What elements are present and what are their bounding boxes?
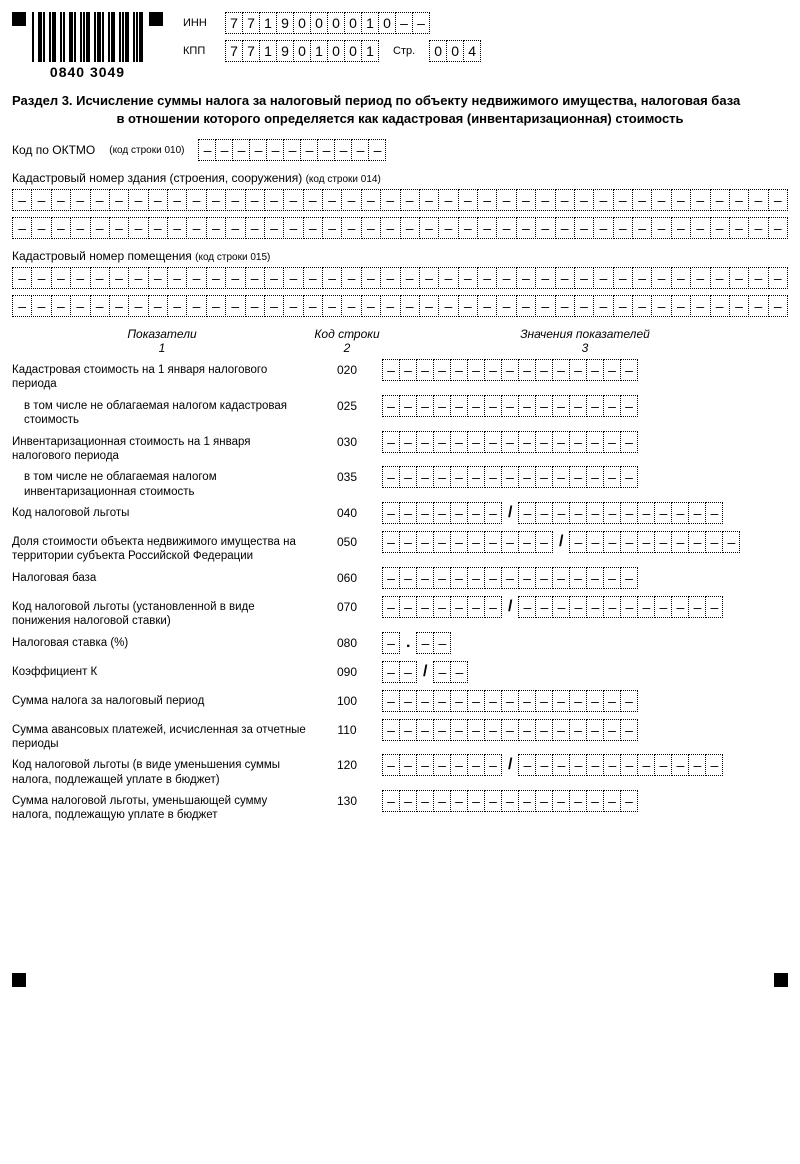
value-cells[interactable]: –.––	[382, 632, 788, 654]
section-title: Раздел 3. Исчисление суммы налога за нал…	[12, 92, 788, 127]
line-code: 110	[312, 719, 382, 737]
oktmo-cells[interactable]: –––––––––––	[198, 139, 386, 161]
rows-container: Кадастровая стоимость на 1 января налого…	[12, 359, 788, 823]
table-row: в том числе не облагаемая налогом кадаст…	[12, 395, 788, 428]
value-cells[interactable]: –––––––/––––––––––––	[382, 754, 788, 776]
kpp-row: КПП 771901001 Стр. 004	[183, 40, 481, 62]
page-cells: 004	[429, 40, 481, 62]
value-cells[interactable]: –––––––––––––––	[382, 359, 788, 381]
table-row: Код налоговой льготы040–––––––/–––––––––…	[12, 502, 788, 528]
marker-square	[774, 973, 788, 987]
oktmo-row: Код по ОКТМО (код строки 010) ––––––––––…	[12, 139, 788, 161]
table-row: Код налоговой льготы (установленной в ви…	[12, 596, 788, 629]
value-cells[interactable]: –––––––––––––––	[382, 466, 788, 488]
line-code: 040	[312, 502, 382, 520]
indicator-label: Коэффициент К	[12, 661, 312, 679]
indicator-label: в том числе не облагаемая налогом инвент…	[12, 466, 312, 499]
table-row: Налоговая база060–––––––––––––––	[12, 567, 788, 593]
indicator-label: Налоговая база	[12, 567, 312, 585]
barcode-number: 0840 3049	[50, 64, 125, 80]
line014-label: Кадастровый номер здания (строения, соор…	[12, 171, 788, 185]
table-row: Налоговая ставка (%)080–.––	[12, 632, 788, 658]
value-cells[interactable]: –––––––––––––––	[382, 567, 788, 589]
line-code: 020	[312, 359, 382, 377]
line-code: 030	[312, 431, 382, 449]
table-row: Доля стоимости объекта недвижимого имуще…	[12, 531, 788, 564]
line-code: 090	[312, 661, 382, 679]
value-cells[interactable]: ––––––––––/––––––––––	[382, 531, 788, 553]
oktmo-label: Код по ОКТМО	[12, 143, 95, 157]
value-cells[interactable]: –––––––––––––––	[382, 395, 788, 417]
footer-markers	[12, 973, 788, 987]
table-row: Коэффициент К090––/––	[12, 661, 788, 687]
line015-cells-2[interactable]: ––––––––––––––––––––––––––––––––––––––––	[12, 295, 788, 317]
line015-cells-1[interactable]: ––––––––––––––––––––––––––––––––––––––––	[12, 267, 788, 289]
line-code: 060	[312, 567, 382, 585]
value-cells[interactable]: ––/––	[382, 661, 788, 683]
indicator-label: Кадастровая стоимость на 1 января налого…	[12, 359, 312, 392]
value-cells[interactable]: –––––––––––––––	[382, 790, 788, 812]
table-row: Инвентаризационная стоимость на 1 января…	[12, 431, 788, 464]
indicator-label: Код налоговой льготы	[12, 502, 312, 520]
marker-square	[149, 12, 163, 26]
indicator-label: Инвентаризационная стоимость на 1 января…	[12, 431, 312, 464]
indicator-label: Налоговая ставка (%)	[12, 632, 312, 650]
barcode: 0840 3049	[32, 12, 143, 80]
table-row: Сумма налоговой льготы, уменьшающей сумм…	[12, 790, 788, 823]
kpp-cells: 771901001	[225, 40, 379, 62]
indicator-label: Сумма авансовых платежей, исчисленная за…	[12, 719, 312, 752]
line-code: 070	[312, 596, 382, 614]
indicator-label: Код налоговой льготы (в виде уменьшения …	[12, 754, 312, 787]
table-row: Код налоговой льготы (в виде уменьшения …	[12, 754, 788, 787]
value-cells[interactable]: –––––––––––––––	[382, 690, 788, 712]
indicator-label: Код налоговой льготы (установленной в ви…	[12, 596, 312, 629]
inn-cells: 7719000010––	[225, 12, 430, 34]
oktmo-hint: (код строки 010)	[109, 145, 184, 156]
line-code: 130	[312, 790, 382, 808]
marker-square	[12, 973, 26, 987]
table-row: Сумма авансовых платежей, исчисленная за…	[12, 719, 788, 752]
line-code: 035	[312, 466, 382, 484]
marker-square	[12, 12, 26, 26]
inn-label: ИНН	[183, 17, 215, 29]
indicator-label: Сумма налоговой льготы, уменьшающей сумм…	[12, 790, 312, 823]
table-row: в том числе не облагаемая налогом инвент…	[12, 466, 788, 499]
line-code: 050	[312, 531, 382, 549]
indicator-label: Доля стоимости объекта недвижимого имуще…	[12, 531, 312, 564]
line015-label: Кадастровый номер помещения (код строки …	[12, 249, 788, 263]
line-code: 120	[312, 754, 382, 772]
line014-cells-1[interactable]: ––––––––––––––––––––––––––––––––––––––––	[12, 189, 788, 211]
line014-cells-2[interactable]: ––––––––––––––––––––––––––––––––––––––––	[12, 217, 788, 239]
line-code: 080	[312, 632, 382, 650]
table-num-header: 1 2 3	[12, 341, 788, 355]
value-cells[interactable]: –––––––/––––––––––––	[382, 596, 788, 618]
page-label: Стр.	[393, 45, 415, 57]
table-row: Сумма налога за налоговый период100–––––…	[12, 690, 788, 716]
table-header: Показатели Код строки Значения показател…	[12, 327, 788, 341]
value-cells[interactable]: –––––––––––––––	[382, 431, 788, 453]
barcode-block: 0840 3049	[12, 12, 163, 80]
indicator-label: в том числе не облагаемая налогом кадаст…	[12, 395, 312, 428]
indicator-label: Сумма налога за налоговый период	[12, 690, 312, 708]
form-header: 0840 3049 ИНН 7719000010–– КПП 771901001…	[12, 12, 788, 80]
line-code: 100	[312, 690, 382, 708]
value-cells[interactable]: –––––––––––––––	[382, 719, 788, 741]
inn-row: ИНН 7719000010––	[183, 12, 481, 34]
value-cells[interactable]: –––––––/––––––––––––	[382, 502, 788, 524]
table-row: Кадастровая стоимость на 1 января налого…	[12, 359, 788, 392]
line-code: 025	[312, 395, 382, 413]
kpp-label: КПП	[183, 45, 215, 57]
